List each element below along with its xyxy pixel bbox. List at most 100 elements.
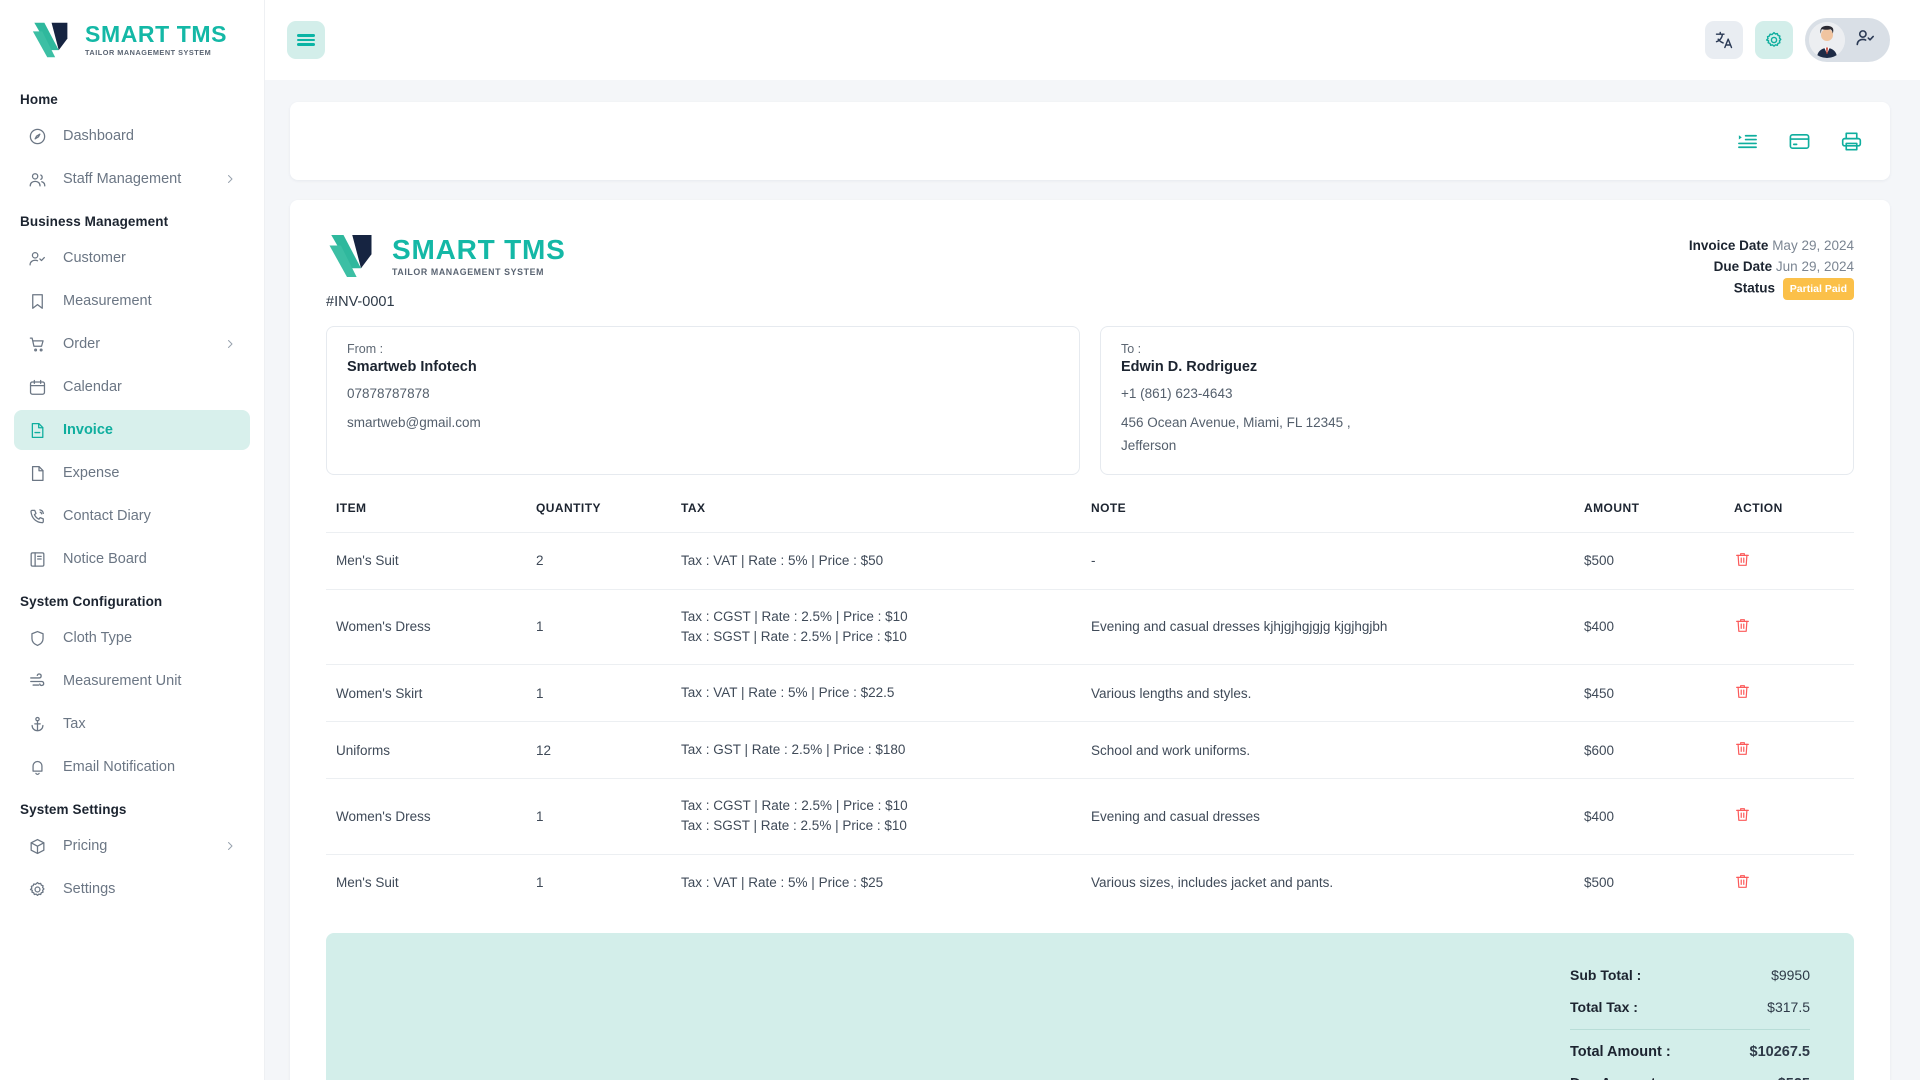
cell-quantity: 1 <box>536 589 681 666</box>
from-box: From : Smartweb Infotech 07878787878 sma… <box>326 326 1080 475</box>
sidebar-item-pricing[interactable]: Pricing <box>14 826 250 866</box>
cell-tax: Tax : CGST | Rate : 2.5% | Price : $10 Ta… <box>681 778 1091 855</box>
sidebar-section-title: System Configuration <box>20 594 163 609</box>
to-address-line2: Jefferson <box>1121 438 1177 454</box>
to-name: Edwin D. Rodriguez <box>1121 359 1258 375</box>
to-label: To : <box>1121 342 1142 356</box>
sidebar-item-label: Contact Diary <box>63 508 151 524</box>
table-row: Men's Suit 1 Tax : VAT | Rate : 5% | Price… <box>326 854 1854 911</box>
sidebar-item-order[interactable]: Order <box>14 324 250 364</box>
invoice-document: SMART TMS TAILOR MANAGEMENT SYSTEM #INV-… <box>290 200 1890 1080</box>
file-icon <box>28 464 47 483</box>
cell-amount: $500 <box>1584 532 1734 590</box>
trash-icon[interactable] <box>1734 739 1751 758</box>
cell-item: Men's Suit <box>326 532 536 590</box>
sidebar-item-label: Customer <box>63 250 126 266</box>
cell-action <box>1734 664 1854 723</box>
cell-quantity: 1 <box>536 875 544 891</box>
from-phone: 07878787878 <box>347 386 430 401</box>
sidebar-item-label: Email Notification <box>63 759 176 775</box>
cell-tax: Tax : GST | Rate : 2.5% | Price : $180 <box>681 721 1091 780</box>
cart-icon <box>28 335 47 354</box>
hamburger-icon[interactable] <box>287 21 325 59</box>
avatar <box>1809 22 1845 58</box>
totals-value: $525 <box>1778 1076 1810 1080</box>
invoice-totals: Sub Total : $9950 Total Tax : $317.5 Total A… <box>1570 959 1810 1080</box>
status-label: Status <box>1733 280 1776 296</box>
from-name: Smartweb Infotech <box>347 359 477 375</box>
invoice-file-icon <box>28 421 47 440</box>
th-action: ACTION <box>1734 500 1783 515</box>
status-badge: Partial Paid <box>1782 277 1854 301</box>
totals-value: $10267.5 <box>1749 1043 1810 1060</box>
sidebar-item-contact-diary[interactable]: Contact Diary <box>14 496 250 536</box>
trash-icon[interactable] <box>1734 616 1751 635</box>
sidebar-item-email-notification[interactable]: Email Notification <box>14 747 250 787</box>
th-item: ITEM <box>336 500 367 515</box>
credit-card-icon[interactable] <box>1784 126 1814 156</box>
trash-icon[interactable] <box>1734 872 1751 891</box>
chevron-right-icon <box>224 840 236 852</box>
bookmark-icon <box>28 292 47 311</box>
sidebar-brand[interactable]: SMART TMS TAILOR MANAGEMENT SYSTEM <box>0 0 264 80</box>
cell-quantity: 2 <box>536 532 681 590</box>
cell-amount: $400 <box>1584 589 1734 666</box>
totals-row: Sub Total : $9950 <box>1570 959 1810 991</box>
anchor-icon <box>28 715 47 734</box>
chevron-right-icon <box>224 173 236 185</box>
gear-icon[interactable] <box>1755 21 1793 59</box>
cell-amount: $600 <box>1584 721 1734 780</box>
content-area: SMART TMS TAILOR MANAGEMENT SYSTEM #INV-… <box>265 80 1920 1080</box>
invoice-date-row: Invoice Date May 29, 2024 <box>1689 236 1854 257</box>
cell-note: Various sizes, includes jacket and pants… <box>1091 875 1334 891</box>
dashboard-icon <box>28 127 47 146</box>
sidebar-item-dashboard[interactable]: Dashboard <box>14 116 250 156</box>
tax-line: Tax : VAT | Rate : 5% | Price : $25 <box>681 874 884 890</box>
due-date-value: Jun 29, 2024 <box>1775 258 1854 274</box>
cell-quantity: 12 <box>536 721 681 780</box>
trash-icon[interactable] <box>1734 550 1751 569</box>
box-icon <box>28 837 47 856</box>
cell-item: Uniforms <box>326 721 536 780</box>
trash-icon[interactable] <box>1734 805 1751 824</box>
users-icon <box>28 170 47 189</box>
sidebar-item-notice-board[interactable]: Notice Board <box>14 539 250 579</box>
user-account-pill[interactable] <box>1805 18 1890 62</box>
sidebar-item-measurement-unit[interactable]: Measurement Unit <box>14 661 250 701</box>
cell-action <box>1734 589 1854 666</box>
cell-quantity: 1 <box>536 664 681 723</box>
user-check-icon <box>1855 27 1876 53</box>
sidebar-item-label: Measurement <box>63 293 152 309</box>
sidebar-item-tax[interactable]: Tax <box>14 704 250 744</box>
totals-label: Sub Total : <box>1570 966 1642 983</box>
cell-action <box>1734 778 1854 855</box>
sidebar-nav: Home Dashboard Staff Management Business Ma… <box>0 80 264 909</box>
cell-amount: $400 <box>1584 778 1734 855</box>
sidebar-item-expense[interactable]: Expense <box>14 453 250 493</box>
cell-action <box>1734 532 1854 590</box>
translate-icon[interactable] <box>1705 21 1743 59</box>
sidebar-item-cloth-type[interactable]: Cloth Type <box>14 618 250 658</box>
sidebar: SMART TMS TAILOR MANAGEMENT SYSTEM Home D… <box>0 0 265 1080</box>
sidebar-section-title: Business Management <box>20 214 169 229</box>
phone-icon <box>28 507 47 526</box>
brand-subtitle: TAILOR MANAGEMENT SYSTEM <box>85 48 212 58</box>
sidebar-item-label: Measurement Unit <box>63 673 182 689</box>
totals-value: $9950 <box>1771 966 1810 983</box>
list-detail-icon[interactable] <box>1732 126 1762 156</box>
table-row: Uniforms 12 Tax : GST | Rate : 2.5% | Pric… <box>326 721 1854 780</box>
table-body: Men's Suit 2 Tax : VAT | Rate : 5% | Price… <box>326 532 1854 911</box>
th-quantity: QUANTITY <box>536 500 601 515</box>
sidebar-item-settings[interactable]: Settings <box>14 869 250 909</box>
invoice-header: SMART TMS TAILOR MANAGEMENT SYSTEM #INV-… <box>326 228 1854 310</box>
invoice-toolbar <box>290 102 1890 180</box>
trash-icon[interactable] <box>1734 682 1751 701</box>
sidebar-item-measurement[interactable]: Measurement <box>14 281 250 321</box>
printer-icon[interactable] <box>1836 126 1866 156</box>
sidebar-item-calendar[interactable]: Calendar <box>14 367 250 407</box>
sidebar-item-staff-management[interactable]: Staff Management <box>14 159 250 199</box>
sidebar-item-customer[interactable]: Customer <box>14 238 250 278</box>
sidebar-item-invoice[interactable]: Invoice <box>14 410 250 450</box>
totals-label: Total Amount : <box>1570 1043 1671 1060</box>
